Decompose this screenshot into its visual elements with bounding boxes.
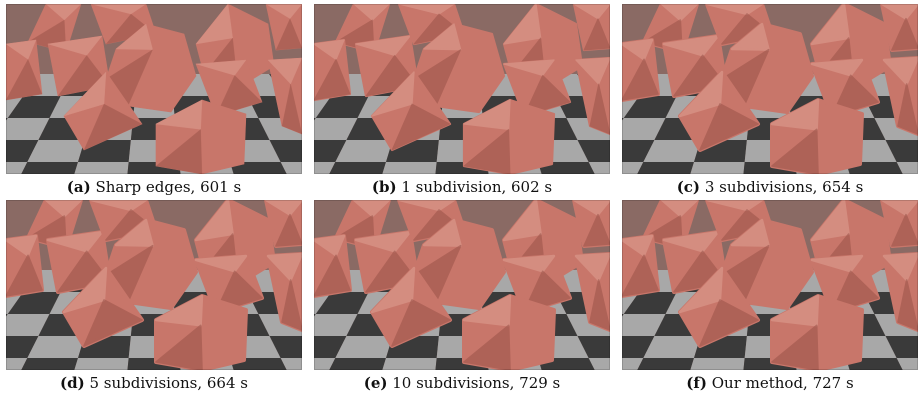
panel-f: (f) Our method, 727 s: [622, 200, 918, 395]
panel-caption-text: 1 subdivision, 602 s: [401, 178, 553, 196]
panel-d: (d) 5 subdivisions, 664 s: [6, 200, 302, 395]
panel-a: (a) Sharp edges, 601 s: [6, 4, 302, 199]
panel-caption-text: 3 subdivisions, 654 s: [704, 178, 864, 196]
panel-caption: (b) 1 subdivision, 602 s: [314, 176, 610, 198]
panel-caption: (c) 3 subdivisions, 654 s: [622, 176, 918, 198]
panel-label: (a): [66, 178, 91, 196]
render-image: [622, 200, 918, 370]
panel-label: (d): [60, 374, 85, 392]
panel-label: (b): [371, 178, 397, 196]
panel-caption: (a) Sharp edges, 601 s: [6, 176, 302, 198]
panel-label: (f): [686, 374, 707, 392]
panel-c: (c) 3 subdivisions, 654 s: [622, 4, 918, 199]
render-image: [6, 4, 302, 174]
render-image: [622, 4, 918, 174]
dice-shapes: [6, 200, 302, 370]
render-image: [6, 200, 302, 370]
panel-b: (b) 1 subdivision, 602 s: [314, 4, 610, 199]
dice-shapes: [622, 200, 918, 370]
panel-caption: (e) 10 subdivisions, 729 s: [314, 372, 610, 394]
dice-shapes: [314, 200, 610, 370]
render-image: [314, 4, 610, 174]
panel-e: (e) 10 subdivisions, 729 s: [314, 200, 610, 395]
panel-label: (c): [676, 178, 701, 196]
dice-shapes: [622, 4, 918, 174]
dice-shapes: [6, 4, 302, 174]
panel-caption: (d) 5 subdivisions, 664 s: [6, 372, 302, 394]
panel-caption-text: Sharp edges, 601 s: [95, 178, 242, 196]
panel-caption-text: 5 subdivisions, 664 s: [89, 374, 248, 392]
dice-shapes: [314, 4, 610, 174]
panel-label: (e): [363, 374, 388, 392]
render-image: [314, 200, 610, 370]
panel-caption-text: 10 subdivisions, 729 s: [392, 374, 561, 392]
panel-caption-text: Our method, 727 s: [711, 374, 854, 392]
panel-caption: (f) Our method, 727 s: [622, 372, 918, 394]
